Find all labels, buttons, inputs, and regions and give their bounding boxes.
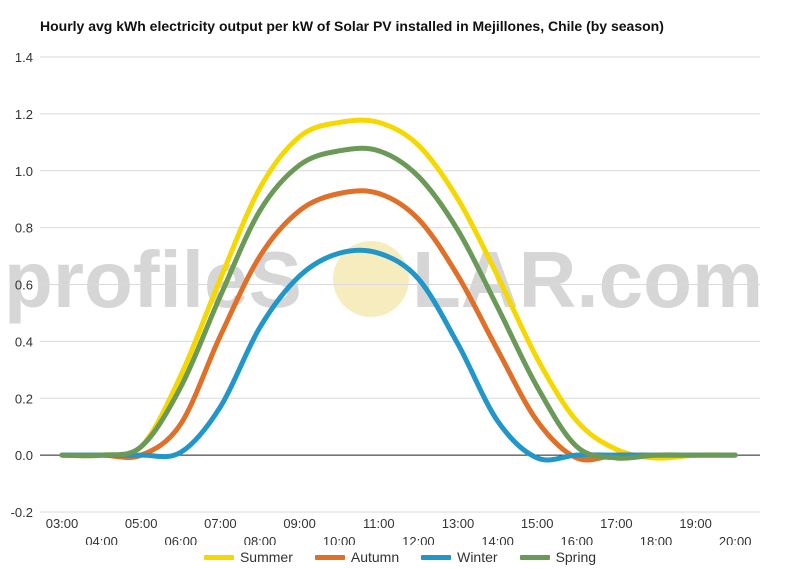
y-tick-label: -0.2: [11, 505, 33, 520]
chart-title: Hourly avg kWh electricity output per kW…: [40, 18, 664, 34]
x-tick-label: 15:00: [521, 516, 554, 531]
grid: [40, 56, 760, 513]
watermark-text-left: profileS: [4, 235, 302, 324]
x-tick-label: 11:00: [363, 516, 395, 531]
y-tick-label: 1.2: [15, 107, 33, 122]
legend-label: Summer: [239, 549, 293, 565]
legend-item-autumn[interactable]: Autumn: [314, 549, 400, 565]
legend-swatch: [314, 554, 345, 560]
x-tick-label: 10:00: [323, 534, 356, 545]
legend-item-winter[interactable]: Winter: [421, 549, 498, 565]
legend-swatch: [203, 554, 234, 560]
x-tick-label: 04:00: [85, 534, 118, 545]
series-line-winter: [59, 247, 738, 463]
x-tick-label: 14:00: [481, 534, 514, 545]
legend: Summer Autumn Winter Spring: [0, 549, 800, 565]
y-tick-label: 0.2: [15, 391, 33, 406]
legend-label: Spring: [555, 549, 597, 565]
x-tick-label: 16:00: [561, 534, 594, 545]
legend-item-summer[interactable]: Summer: [203, 549, 293, 565]
y-tick-label: 0.6: [15, 278, 33, 293]
legend-label: Winter: [457, 549, 498, 565]
x-tick-label: 03:00: [46, 516, 79, 531]
legend-label: Autumn: [350, 549, 400, 565]
x-tick-label: 06:00: [165, 534, 198, 545]
legend-swatch: [519, 554, 550, 560]
x-tick-label: 08:00: [244, 534, 277, 545]
x-tick-label: 05:00: [125, 516, 158, 531]
legend-swatch: [421, 554, 452, 560]
x-tick-label: 07:00: [204, 516, 237, 531]
x-tick-label: 18:00: [640, 534, 673, 545]
y-tick-label: 1.0: [15, 164, 33, 179]
legend-item-spring[interactable]: Spring: [519, 549, 597, 565]
series-lines: [59, 117, 738, 463]
watermark-text-right: LAR.com: [412, 235, 763, 324]
series-line-summer: [59, 117, 738, 461]
x-tick-label: 12:00: [402, 534, 435, 545]
y-tick-label: 0.0: [15, 448, 33, 463]
y-tick-label: 1.4: [15, 50, 33, 65]
watermark: profileS LAR.com: [4, 235, 763, 324]
y-axis: -0.2 0.0 0.2 0.4 0.6 0.8 1.0 1.2 1.4: [11, 50, 33, 520]
chart-plot: profileS LAR.com -0.2 0.0 0.2 0.4 0.6 0.8 1.0 1.…: [4, 50, 763, 545]
x-axis: 03:00 04:00 05:00 06:00 07:00 08:00 09:00 10:00…: [46, 516, 752, 545]
x-tick-label: 19:00: [679, 516, 712, 531]
x-tick-label: 17:00: [600, 516, 633, 531]
x-tick-label: 13:00: [442, 516, 475, 531]
x-tick-label: 09:00: [283, 516, 316, 531]
y-tick-label: 0.4: [15, 334, 33, 349]
y-tick-label: 0.8: [15, 221, 33, 236]
series-line-spring: [59, 145, 738, 461]
x-tick-label: 20:00: [719, 534, 752, 545]
